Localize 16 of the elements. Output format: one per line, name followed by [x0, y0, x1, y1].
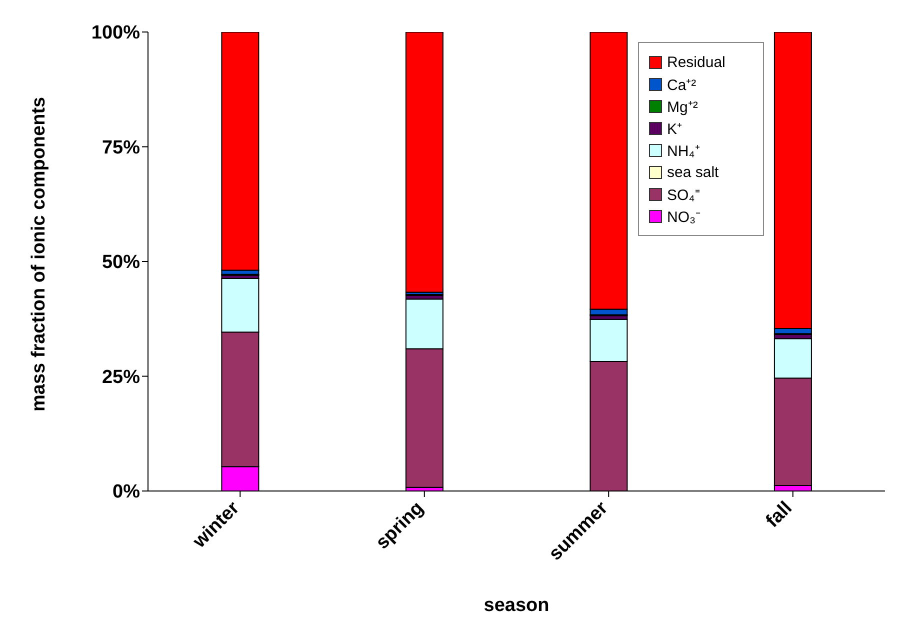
legend-label: sea salt	[667, 164, 719, 180]
x-tick-label: fall	[762, 498, 796, 532]
y-tick-label: 100%	[91, 22, 140, 44]
y-tick-label: 25%	[102, 366, 140, 388]
legend-label: NO₃⁻	[667, 208, 701, 226]
y-tick-label: 75%	[102, 137, 140, 158]
y-axis-title: mass fraction of ionic components	[28, 96, 50, 412]
y-tick-label: 50%	[102, 252, 140, 274]
y-tick-label: 0%	[112, 482, 140, 503]
legend-label: Ca⁺²	[667, 76, 696, 94]
legend-label: Residual	[667, 54, 726, 70]
legend-label: NH₄⁺	[667, 142, 700, 160]
legend-label: SO₄⁼	[667, 186, 700, 204]
legend-label: K⁺	[667, 120, 682, 138]
legend-label: Mg⁺²	[667, 98, 698, 116]
x-axis-title: season	[484, 595, 550, 616]
